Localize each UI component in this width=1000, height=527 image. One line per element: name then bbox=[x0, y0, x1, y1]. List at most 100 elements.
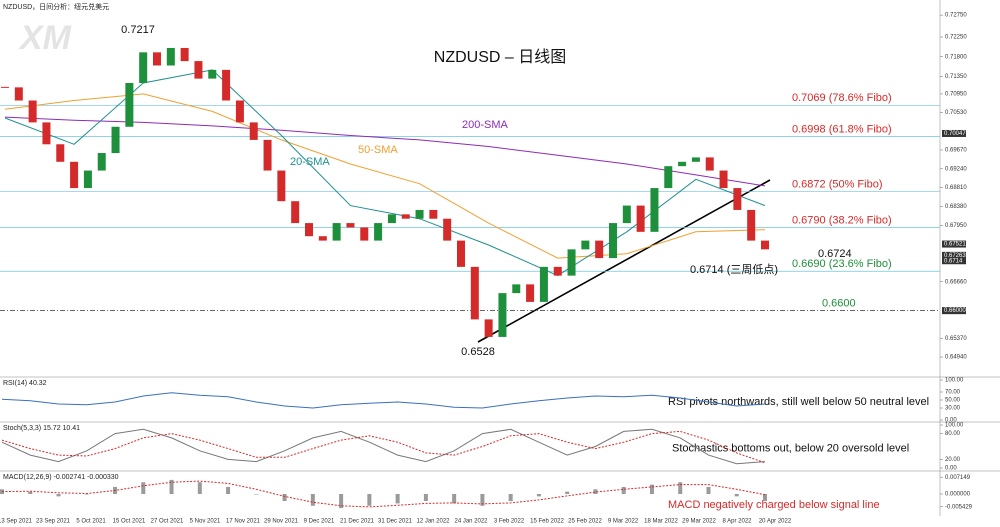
y-tick-label: 0.72750 bbox=[945, 13, 967, 19]
y-tick-label: 0.72250 bbox=[945, 35, 967, 41]
candle bbox=[208, 69, 217, 79]
y-tick-label: 80.00 bbox=[945, 431, 961, 437]
candle bbox=[263, 139, 272, 171]
y-tick-label: -0.005429 bbox=[945, 504, 973, 510]
x-tick-label: 12 Jan 2022 bbox=[416, 519, 450, 525]
candle bbox=[153, 52, 161, 66]
candle bbox=[374, 223, 383, 241]
level-label: 0.6998 (61.8% Fibo) bbox=[792, 123, 892, 135]
candle bbox=[761, 240, 769, 250]
candle bbox=[719, 170, 728, 189]
annotation: 0.6724 bbox=[818, 248, 852, 260]
x-tick-label: 18 Mar 2022 bbox=[644, 519, 678, 525]
panel-title: RSI(14) 40.32 bbox=[3, 380, 47, 387]
candle bbox=[457, 240, 465, 267]
macd-bar bbox=[734, 494, 739, 497]
x-tick-label: 15 Feb 2022 bbox=[530, 519, 564, 525]
x-tick-label: 3 Feb 2022 bbox=[494, 519, 525, 525]
y-tick-label: 0.00 bbox=[945, 466, 957, 472]
y-tick-label: 0.67950 bbox=[945, 223, 967, 229]
x-tick-label: 5 Nov 2021 bbox=[190, 519, 221, 525]
price-tag bbox=[942, 257, 966, 265]
candle bbox=[636, 205, 645, 232]
y-tick-label: 0.69240 bbox=[945, 166, 967, 172]
indicator-line bbox=[1, 480, 766, 508]
candle bbox=[291, 201, 300, 224]
x-tick-label: 17 Nov 2021 bbox=[226, 519, 261, 525]
candle bbox=[512, 284, 521, 294]
candle bbox=[249, 122, 258, 140]
y-tick-label: 0.70950 bbox=[945, 92, 967, 98]
candle bbox=[609, 223, 617, 259]
macd-bar bbox=[0, 489, 4, 494]
annotation: 0.6528 bbox=[461, 346, 495, 358]
level-label: 0.6872 (50% Fibo) bbox=[792, 178, 883, 190]
macd-bar bbox=[28, 491, 33, 494]
annotation: 0.6714 (三周低点) bbox=[690, 263, 778, 276]
macd-bar bbox=[197, 482, 202, 494]
x-tick-label: 27 Oct 2021 bbox=[151, 519, 184, 525]
panel-title: Stoch(5,3,3) 15.72 10.41 bbox=[3, 425, 80, 432]
x-tick-label: 23 Sep 2021 bbox=[36, 519, 71, 525]
y-tick-label: 30.00 bbox=[945, 406, 961, 412]
price-tag bbox=[942, 307, 966, 315]
candle bbox=[360, 227, 369, 241]
candle bbox=[277, 170, 286, 202]
candle bbox=[553, 266, 562, 276]
candle bbox=[305, 223, 313, 237]
macd-bar bbox=[452, 494, 457, 504]
macd-bar bbox=[678, 482, 683, 494]
macd-bar bbox=[423, 494, 428, 502]
candle bbox=[28, 100, 37, 123]
price-tag bbox=[942, 251, 966, 259]
candle bbox=[650, 188, 659, 232]
macd-bar bbox=[367, 494, 372, 506]
macd-bar bbox=[649, 484, 654, 494]
price-tag-label: 0.70047 bbox=[944, 131, 966, 137]
candle bbox=[318, 236, 327, 241]
y-tick-label: 100.00 bbox=[945, 378, 964, 384]
indicator-line bbox=[1, 428, 766, 465]
candle bbox=[111, 126, 120, 154]
macd-bar bbox=[706, 486, 711, 494]
x-tick-label: 5 Oct 2021 bbox=[76, 519, 106, 525]
candle bbox=[705, 157, 714, 171]
candle bbox=[14, 87, 23, 101]
x-tick-label: 29 Mar 2022 bbox=[682, 519, 716, 525]
candle bbox=[567, 249, 576, 276]
candle bbox=[139, 52, 148, 83]
y-tick-label: 0.68810 bbox=[945, 185, 967, 191]
y-tick-label: 20.00 bbox=[945, 457, 961, 463]
macd-bar bbox=[565, 491, 570, 494]
trendline bbox=[477, 179, 771, 343]
candle bbox=[526, 284, 535, 302]
series-label: 50-SMA bbox=[358, 144, 398, 156]
candle bbox=[346, 223, 355, 228]
x-tick-label: 29 Nov 2021 bbox=[264, 519, 299, 525]
annotation: 0.7217 bbox=[121, 24, 155, 36]
candle bbox=[429, 209, 438, 219]
level-label: 0.7069 (78.6% Fibo) bbox=[792, 92, 892, 104]
y-tick-label: 0.69670 bbox=[945, 148, 967, 154]
y-tick-label: 0.000000 bbox=[945, 492, 971, 498]
y-tick-label: 100.00 bbox=[945, 423, 964, 429]
level-label: 0.6600 bbox=[822, 298, 856, 310]
y-tick-label: 0.65370 bbox=[945, 336, 967, 342]
candle bbox=[498, 293, 507, 337]
candle bbox=[42, 122, 51, 145]
candle bbox=[443, 218, 452, 241]
candle bbox=[664, 166, 673, 189]
candle bbox=[180, 47, 189, 62]
candle bbox=[470, 266, 479, 320]
candle bbox=[97, 153, 106, 171]
level-label: 0.6690 (23.6% Fibo) bbox=[792, 258, 892, 270]
candle bbox=[332, 223, 341, 241]
x-tick-label: 8 Apr 2022 bbox=[722, 519, 752, 525]
candle bbox=[387, 214, 396, 224]
price-tag bbox=[942, 129, 966, 137]
candle bbox=[539, 266, 548, 302]
candle bbox=[401, 214, 410, 219]
level-label: 0.6790 (38.2% Fibo) bbox=[792, 214, 892, 226]
x-tick-label: 9 Dec 2021 bbox=[304, 519, 335, 525]
